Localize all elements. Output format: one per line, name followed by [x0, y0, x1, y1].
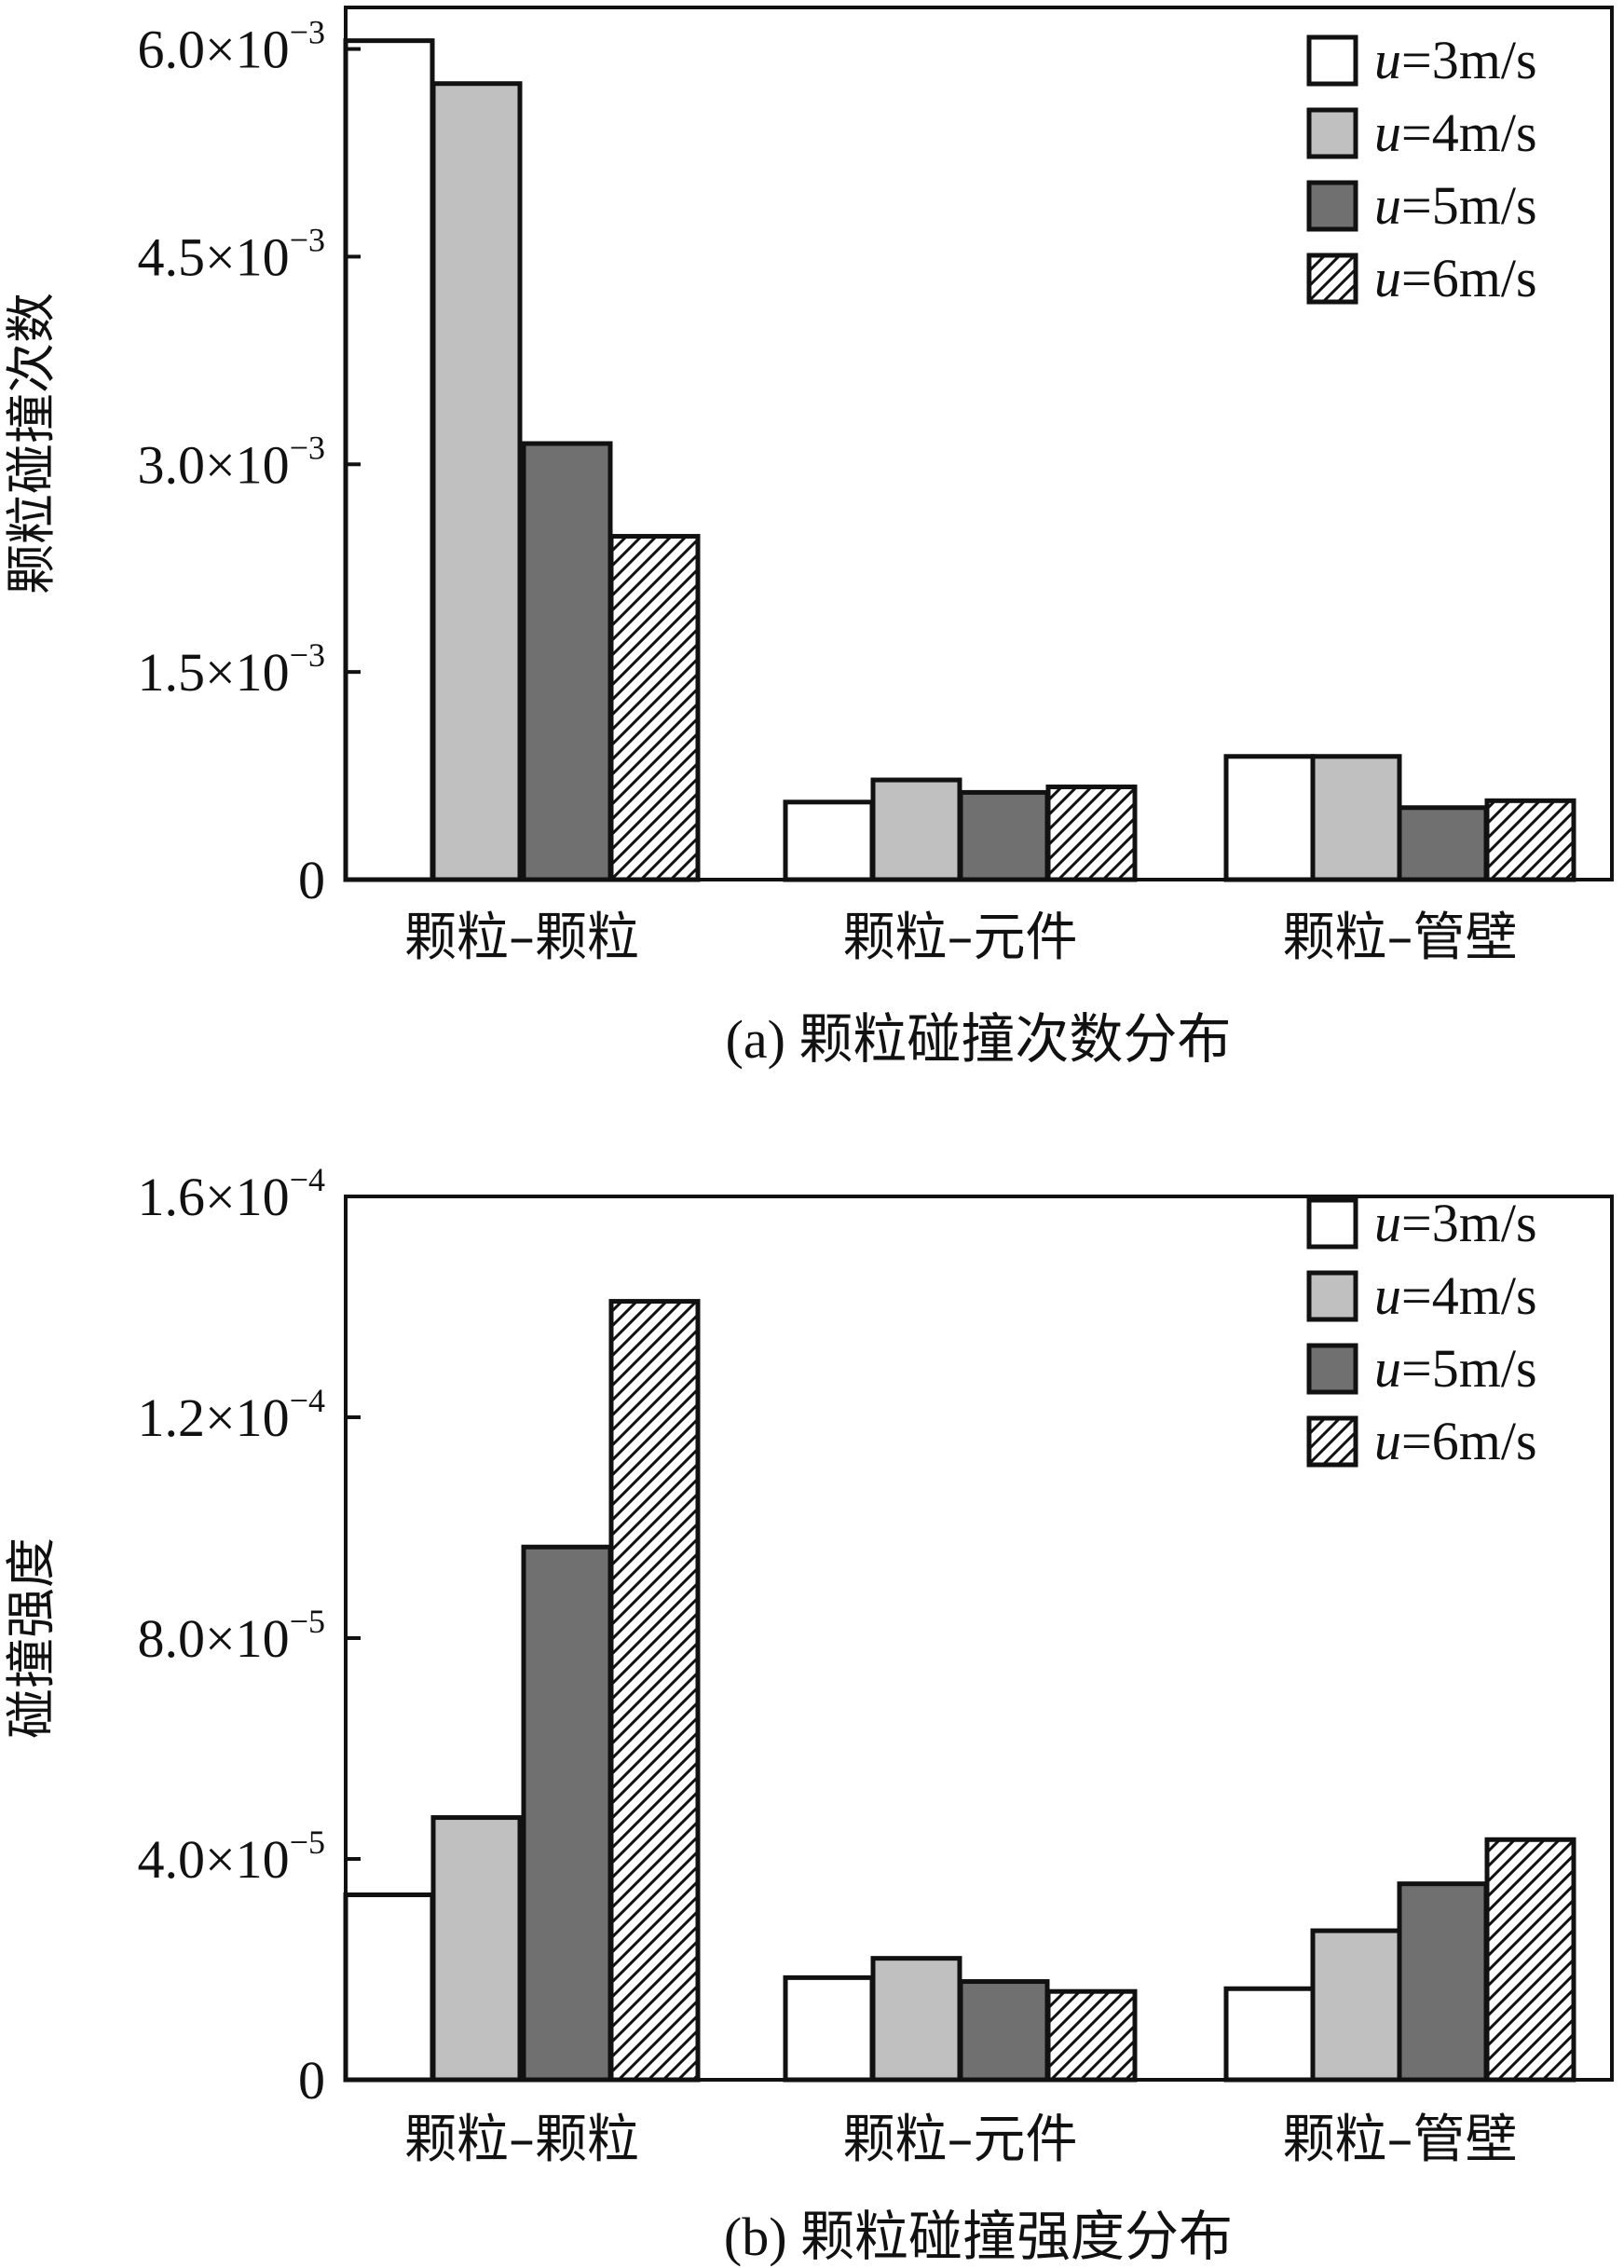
chart-caption: (b) 颗粒碰撞强度分布	[724, 2207, 1233, 2267]
legend-entry: u=4m/s	[1374, 1265, 1537, 1326]
y-tick-label: 4.5×10−3	[137, 221, 325, 287]
bar-0-2	[521, 441, 613, 882]
legend-swatch	[1306, 107, 1358, 159]
bar-0-0	[343, 38, 435, 882]
chart-caption: (a) 颗粒碰撞次数分布	[726, 1009, 1232, 1070]
chart-panel-b: 0 4.0×10−5 8.0×10−5 1.2×10−4 1.6×10−4 颗粒–颗粒 颗粒…	[0, 1118, 1624, 2268]
y-tick-label: 3.0×10−3	[137, 429, 325, 495]
bar-0-3	[608, 1299, 701, 2083]
bar-0-1	[430, 1815, 523, 2083]
category-label: 颗粒–管壁	[1283, 2110, 1518, 2170]
legend-swatch	[1306, 1270, 1358, 1322]
category-label: 颗粒–元件	[843, 2110, 1078, 2170]
y-tick-label: 0	[298, 2050, 325, 2111]
legend-swatch	[1306, 1343, 1358, 1395]
y-axis-label: 颗粒碰撞次数	[2, 293, 61, 594]
bar-2-3	[1484, 798, 1576, 882]
category-label: 颗粒–管壁	[1283, 908, 1518, 968]
collision-intensity-chart: 0 4.0×10−5 8.0×10−5 1.2×10−4 1.6×10−4 颗粒–颗粒 颗粒…	[2, 1161, 1614, 2267]
category-label: 颗粒–元件	[843, 908, 1078, 968]
bar-2-0	[1223, 1986, 1316, 2083]
bar-1-1	[870, 1956, 962, 2083]
bar-0-2	[521, 1544, 613, 2083]
category-label: 颗粒–颗粒	[404, 2110, 639, 2170]
bar-1-2	[958, 789, 1050, 882]
bar-1-1	[870, 777, 962, 882]
legend-swatch	[1306, 1415, 1358, 1468]
category-label: 颗粒–颗粒	[404, 908, 639, 968]
bar-2-1	[1310, 754, 1402, 882]
y-tick-label: 1.6×10−4	[137, 1161, 325, 1227]
legend-swatch	[1306, 1197, 1358, 1250]
collision-count-chart: 0 1.5×10−3 3.0×10−3 4.5×10−3 6.0×10−3 颗粒–颗粒 颗粒…	[2, 6, 1614, 1070]
bar-0-0	[343, 1892, 435, 2083]
legend-entry: u=4m/s	[1374, 102, 1537, 163]
bar-1-0	[783, 799, 875, 882]
legend-entry: u=5m/s	[1374, 175, 1537, 236]
bar-0-1	[430, 81, 523, 882]
bar-1-3	[1045, 1988, 1138, 2083]
bar-1-0	[783, 1974, 875, 2083]
legend-entry: u=6m/s	[1374, 248, 1537, 308]
y-tick-label: 6.0×10−3	[137, 14, 325, 80]
legend-entry: u=5m/s	[1374, 1338, 1537, 1399]
legend-entry: u=3m/s	[1374, 30, 1537, 90]
legend-swatch	[1306, 34, 1358, 87]
bar-2-2	[1397, 805, 1489, 882]
chart-panel-a: 0 1.5×10−3 3.0×10−3 4.5×10−3 6.0×10−3 颗粒–颗粒 颗粒…	[0, 0, 1624, 1118]
y-tick-label: 8.0×10−5	[137, 1603, 325, 1669]
plot-frame	[344, 6, 1614, 881]
bar-2-2	[1397, 1881, 1489, 2083]
y-tick-label: 4.0×10−5	[137, 1824, 325, 1890]
y-tick-label: 1.2×10−4	[137, 1382, 325, 1448]
bar-0-3	[608, 534, 701, 882]
y-axis-label: 碰撞强度	[2, 1537, 61, 1739]
legend-swatch	[1306, 180, 1358, 232]
legend-swatch	[1306, 253, 1358, 305]
legend-entry: u=3m/s	[1374, 1193, 1537, 1253]
bar-1-2	[958, 1979, 1050, 2083]
legend-entry: u=6m/s	[1374, 1411, 1537, 1471]
bar-2-3	[1484, 1837, 1576, 2083]
bar-2-0	[1223, 754, 1316, 882]
bar-1-3	[1045, 784, 1138, 882]
y-tick-label: 0	[298, 850, 325, 910]
y-tick-label: 1.5×10−3	[137, 636, 325, 703]
bar-2-1	[1310, 1928, 1402, 2083]
